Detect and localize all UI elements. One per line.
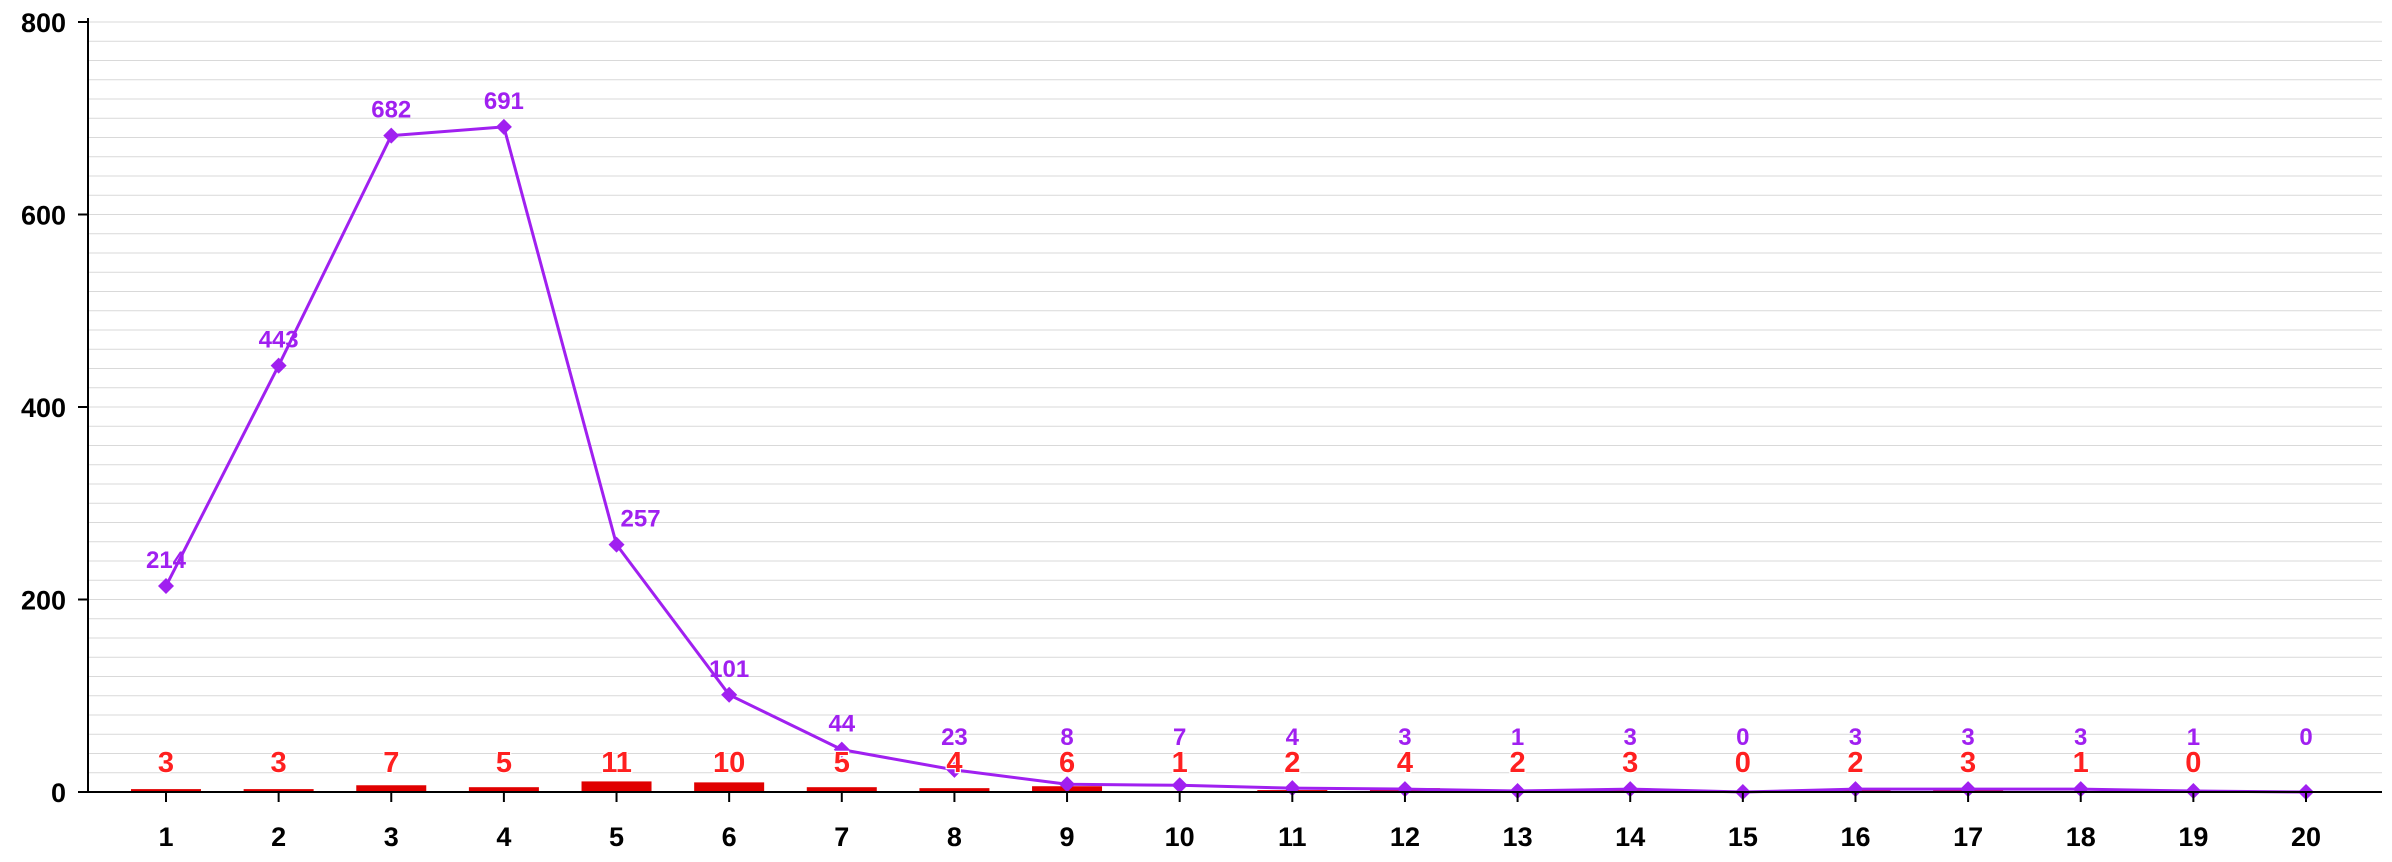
line-path	[164, 125, 2307, 794]
line-value-label: 257	[621, 506, 661, 533]
line-value-label: 23	[941, 724, 968, 751]
line-point	[1059, 776, 1076, 793]
line-value-label: 7	[1173, 724, 1186, 751]
bar-value-label: 5	[834, 747, 850, 779]
line-value-label: 1	[2187, 724, 2200, 751]
x-tick-label: 10	[1165, 822, 1195, 852]
line-point	[270, 357, 287, 374]
line-point	[833, 741, 850, 758]
bar-value-label: 2	[1510, 747, 1526, 779]
x-tick-label: 4	[496, 822, 511, 852]
y-tick-label: 0	[51, 778, 66, 808]
x-tick-label: 6	[722, 822, 737, 852]
bar	[356, 785, 427, 792]
x-tick-label: 14	[1615, 822, 1645, 852]
line-point	[608, 536, 625, 553]
bar	[581, 781, 652, 792]
line-point	[946, 761, 963, 778]
y-tick-label: 400	[21, 393, 66, 423]
line-value-label: 3	[1961, 724, 1974, 751]
x-tick-label: 5	[609, 822, 624, 852]
line-value-label: 3	[1849, 724, 1862, 751]
bar-value-label: 3	[1622, 747, 1638, 779]
bar-value-label: 0	[1735, 747, 1751, 779]
line-value-label: 8	[1060, 724, 1073, 751]
bar-value-label: 10	[713, 747, 745, 779]
line-point	[1960, 781, 1977, 798]
x-tick-label: 16	[1840, 822, 1870, 852]
bar-value-label: 5	[496, 747, 512, 779]
bar-value-label: 3	[1960, 747, 1976, 779]
bar-value-label: 11	[601, 747, 632, 779]
bar-value-label: 3	[158, 747, 174, 779]
x-tick-label: 3	[384, 822, 399, 852]
line-value-label: 3	[2074, 724, 2087, 751]
bar-value-label: 2	[1847, 747, 1863, 779]
bar-value-label: 6	[1059, 747, 1075, 779]
line-series	[158, 118, 2314, 800]
x-tick-label: 1	[158, 822, 173, 852]
x-tick-label: 13	[1503, 822, 1533, 852]
bar-value-label: 7	[383, 747, 399, 779]
line-value-label: 4	[1286, 724, 1300, 751]
line-point	[721, 686, 738, 703]
line-point	[495, 118, 512, 135]
grid-lines	[88, 21, 2382, 774]
y-tick-label: 200	[21, 586, 66, 616]
bar	[468, 787, 539, 792]
bar-value-label: 2	[1284, 747, 1300, 779]
line-point	[383, 127, 400, 144]
bar	[694, 782, 765, 792]
line-value-label: 0	[1736, 724, 1749, 751]
x-tick-label: 9	[1060, 822, 1075, 852]
line-point	[1847, 781, 1864, 798]
y-tick-label: 800	[21, 8, 66, 38]
line-value-label: 682	[371, 97, 411, 124]
x-tick-label: 11	[1278, 822, 1307, 852]
bar-value-label: 4	[946, 747, 962, 779]
bar-value-label: 3	[271, 747, 287, 779]
x-tick-label: 17	[1953, 822, 1983, 852]
bar	[919, 788, 990, 792]
x-tick-label: 7	[834, 822, 849, 852]
line-point	[158, 578, 174, 595]
line-point	[1396, 781, 1413, 798]
line-value-label: 443	[259, 327, 299, 354]
line-value-label: 101	[709, 656, 749, 683]
line-value-label: 214	[146, 547, 187, 574]
x-tick-label: 15	[1728, 822, 1758, 852]
line-point	[1171, 777, 1188, 794]
x-tick-label: 12	[1390, 822, 1420, 852]
x-tick-label: 2	[271, 822, 286, 852]
line-value-label: 0	[2299, 724, 2312, 751]
bar	[131, 789, 201, 792]
x-tick-label: 18	[2066, 822, 2096, 852]
x-tick-label: 8	[947, 822, 962, 852]
x-tick-label: 19	[2178, 822, 2208, 852]
line-point	[2072, 781, 2089, 798]
bar	[806, 787, 877, 792]
bar-value-label: 1	[2073, 747, 2089, 779]
line-value-label: 1	[1511, 724, 1524, 751]
bar-value-label: 4	[1397, 747, 1413, 779]
bar	[243, 789, 314, 792]
bar-value-label: 1	[1172, 747, 1188, 779]
y-tick-label: 600	[21, 201, 66, 231]
line-value-label: 691	[484, 88, 524, 115]
line-value-label: 3	[1624, 724, 1637, 751]
line-value-label: 3	[1398, 724, 1411, 751]
line-value-label: 44	[828, 711, 855, 738]
x-tick-label: 20	[2291, 822, 2321, 852]
line-point	[1622, 781, 1639, 798]
bar-value-label: 0	[2185, 747, 2201, 779]
